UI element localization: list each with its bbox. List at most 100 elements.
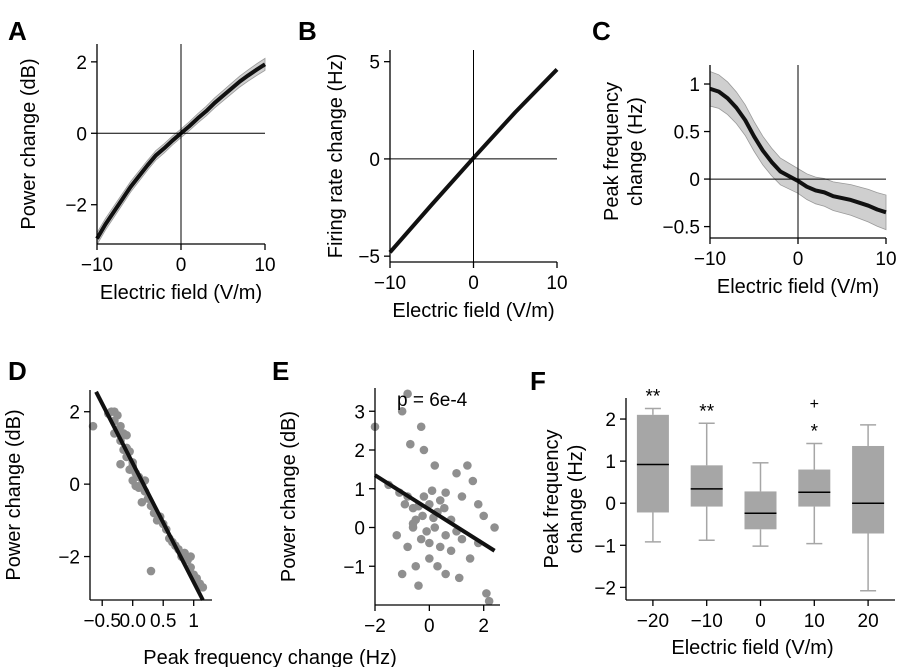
scatter-point-e <box>422 527 431 536</box>
x-tick-label-d: 1 <box>188 611 199 632</box>
chart-panel-a: −2 0 2 −10 0 10 Power change (dB) Electric fiel… <box>18 44 276 304</box>
x-tick-label-d: 0.5 <box>150 611 176 632</box>
y-tick-label-e: 3 <box>354 402 365 423</box>
x-tick-label-e: −2 <box>364 616 386 637</box>
y-tick-label-a: 2 <box>76 53 87 74</box>
y-tick-label-d: 2 <box>69 403 80 424</box>
scatter-point-e <box>463 461 472 470</box>
y-tick-label-e: 1 <box>354 480 365 501</box>
x-tick-label-f: 10 <box>804 611 825 632</box>
scatter-point-d <box>186 552 195 561</box>
scatter-point-e <box>411 561 421 571</box>
scatter-point-d <box>198 583 208 592</box>
scatter-point-d <box>146 566 156 576</box>
panel-letter-f: F <box>530 366 546 396</box>
scatter-point-d <box>137 497 147 507</box>
y-axis-label-a: Power change (dB) <box>18 58 40 229</box>
scatter-point-e <box>397 569 407 579</box>
x-tick-label-f: −20 <box>637 611 669 632</box>
scatter-point-e <box>457 534 467 544</box>
panel-letter-b: B <box>298 16 317 46</box>
scatter-point-e <box>482 589 491 598</box>
x-tick-label-f: −10 <box>691 611 723 632</box>
x-tick-label-a: −10 <box>81 255 113 276</box>
y-tick-label-d: −2 <box>58 548 80 569</box>
x-tick-label-b: −10 <box>374 273 406 294</box>
y-axis-label-c: Peak frequency <box>601 82 623 221</box>
significance-marker: ** <box>646 387 661 408</box>
scatter-point-e <box>473 499 483 509</box>
scatter-point-e <box>457 492 467 501</box>
chart-panel-e: −1 0 1 2 3 −2 0 2 Power change (dB) p = 6e-4 <box>278 388 500 637</box>
scatter-point-e <box>400 499 410 509</box>
y-tick-label-b: 5 <box>369 53 380 74</box>
box-body <box>636 414 669 513</box>
y-axis-label-c: change (Hz) <box>625 97 647 206</box>
scatter-point-e <box>441 569 450 579</box>
fit-line-d <box>94 390 205 601</box>
scatter-point-e <box>427 486 437 495</box>
scatter-point-e <box>425 554 434 563</box>
panel-letter-c: C <box>592 16 611 46</box>
scatter-point-e <box>403 542 412 552</box>
y-tick-label-f: −2 <box>594 578 616 599</box>
x-tick-label-f: 0 <box>755 611 766 632</box>
scatter-point-e <box>439 503 449 513</box>
panel-letter-a: A <box>8 16 27 46</box>
scatter-point-e <box>392 530 402 540</box>
significance-marker: * <box>811 421 819 442</box>
scatter-point-e <box>446 546 456 556</box>
box-body <box>852 445 885 534</box>
scatter-point-d <box>131 481 141 491</box>
scatter-point-e <box>430 523 440 532</box>
x-tick-label-b: 0 <box>468 273 479 294</box>
y-tick-label-f: 2 <box>605 410 616 431</box>
scatter-point-e <box>441 530 450 540</box>
x-axis-label-c: Electric field (V/m) <box>717 276 879 298</box>
chart-panel-b: −5 0 5 −10 0 10 Firing rate change (Hz) Electri… <box>325 50 568 322</box>
box-body <box>744 491 777 530</box>
x-tick-label-e: 2 <box>478 616 489 637</box>
x-tick-label-d: −0.5 <box>83 611 121 632</box>
x-axis-label-f: Electric field (V/m) <box>671 637 833 659</box>
y-tick-label-e: −1 <box>343 557 365 578</box>
y-axis-label-e: Power change (dB) <box>278 411 300 582</box>
y-axis-label-d: Power change (dB) <box>3 409 25 580</box>
scatter-point-e <box>419 492 429 501</box>
x-tick-label-f: 20 <box>858 611 879 632</box>
scatter-point-e <box>403 389 412 399</box>
x-tick-label-c: 10 <box>875 249 896 270</box>
x-tick-label-b: 10 <box>546 273 567 294</box>
scatter-point-e <box>433 561 442 571</box>
scatter-point-d <box>116 459 125 469</box>
scatter-point-e <box>468 476 478 486</box>
y-tick-label-f: −1 <box>594 536 616 557</box>
y-axis-label-f: Peak frequency <box>541 430 563 569</box>
x-axis-label-a: Electric field (V/m) <box>100 282 262 304</box>
panel-letter-e: E <box>272 356 289 386</box>
scatter-point-e <box>406 439 415 449</box>
x-tick-label-a: 0 <box>176 255 187 276</box>
scatter-point-e <box>465 554 475 563</box>
shared-x-axis-label: Peak frequency change (Hz) <box>143 647 396 667</box>
scatter-point-e <box>435 542 445 552</box>
scatter-point-e <box>430 461 440 470</box>
confidence-band-c <box>709 70 887 231</box>
panel-letter-d: D <box>8 356 27 386</box>
scatter-point-e <box>419 445 429 455</box>
scatter-point-e <box>416 534 426 544</box>
y-tick-label-c: 0 <box>689 170 700 191</box>
fit-line-e <box>373 473 496 553</box>
scatter-point-e <box>425 538 434 548</box>
y-tick-label-d: 0 <box>69 475 80 496</box>
scatter-point-e <box>435 496 445 505</box>
chart-panel-c: −0.5 0 0.5 1 −10 0 10 Peak frequency change (Hz)… <box>601 65 897 298</box>
box-body <box>690 465 723 507</box>
y-tick-label-e: 0 <box>354 519 365 540</box>
scatter-point-d <box>122 430 131 440</box>
scatter-point-e <box>418 511 427 521</box>
x-tick-label-d: 0.0 <box>119 611 145 632</box>
scatter-point-d <box>88 421 98 431</box>
y-tick-label-f: 1 <box>605 452 616 473</box>
